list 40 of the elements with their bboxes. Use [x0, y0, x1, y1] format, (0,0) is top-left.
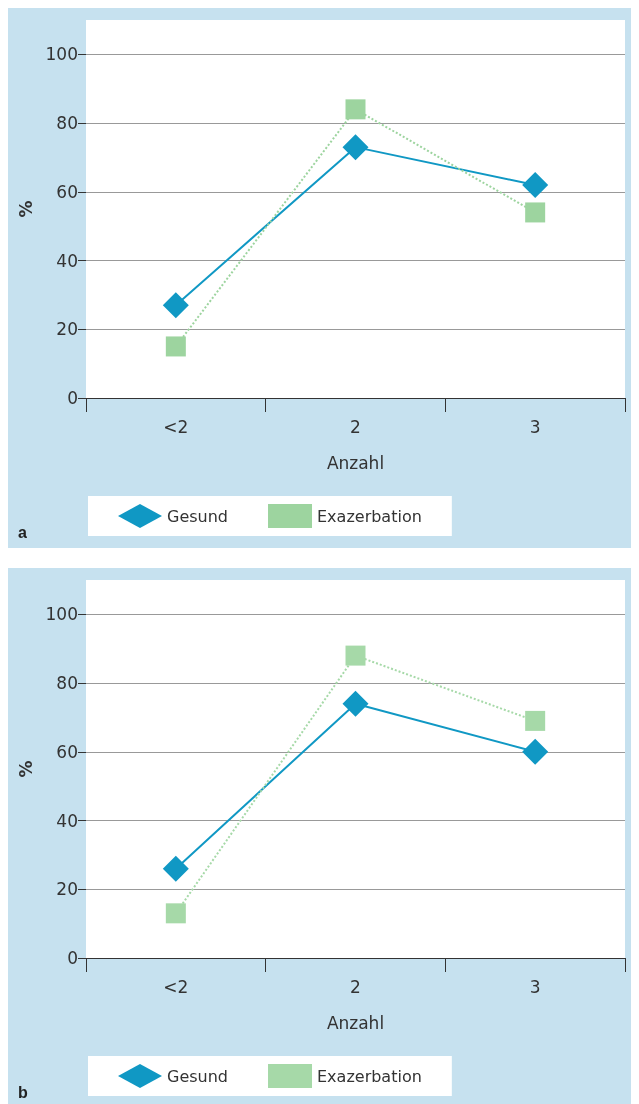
- y-tick-label: 0: [67, 388, 78, 408]
- x-tick-label: 3: [529, 416, 541, 437]
- point: [342, 134, 369, 161]
- legend-label: Exazerbation: [317, 1066, 422, 1086]
- point: [525, 202, 546, 223]
- point: [162, 855, 189, 882]
- y-tick-label: 100: [45, 44, 78, 65]
- x-tick-label: <2: [163, 976, 189, 997]
- legend-label: Gesund: [167, 1066, 229, 1086]
- y-tick-label: 60: [56, 741, 78, 762]
- y-axis-title: %: [15, 200, 36, 218]
- point: [345, 99, 366, 120]
- point: [345, 645, 366, 666]
- legend-label: Exazerbation: [317, 506, 422, 526]
- x-axis-title: Anzahl: [326, 452, 385, 473]
- y-tick-label: 80: [56, 113, 78, 134]
- y-tick-label: 20: [56, 879, 78, 900]
- x-tick-label: <2: [163, 416, 189, 437]
- x-axis-title: Anzahl: [326, 1012, 385, 1033]
- point: [165, 903, 186, 924]
- y-tick-label: 60: [56, 181, 78, 202]
- y-tick-label: 0: [67, 948, 78, 968]
- point: [522, 738, 549, 765]
- x-tick-label: 2: [350, 416, 361, 437]
- y-tick-label: 20: [56, 319, 78, 340]
- y-tick-label: 40: [56, 250, 78, 271]
- y-tick-label: 100: [45, 604, 78, 625]
- y-tick-label: 40: [56, 810, 78, 831]
- text: a: [18, 523, 27, 541]
- y-axis-title: %: [15, 760, 36, 778]
- text: b: [18, 1083, 28, 1101]
- point: [342, 690, 369, 717]
- x-tick-label: 2: [350, 976, 361, 997]
- y-tick-label: 80: [56, 673, 78, 694]
- point: [522, 171, 549, 198]
- x-tick-label: 3: [529, 976, 541, 997]
- point: [165, 336, 186, 357]
- point: [525, 710, 546, 731]
- point: [162, 292, 189, 319]
- legend-label: Gesund: [167, 506, 229, 526]
